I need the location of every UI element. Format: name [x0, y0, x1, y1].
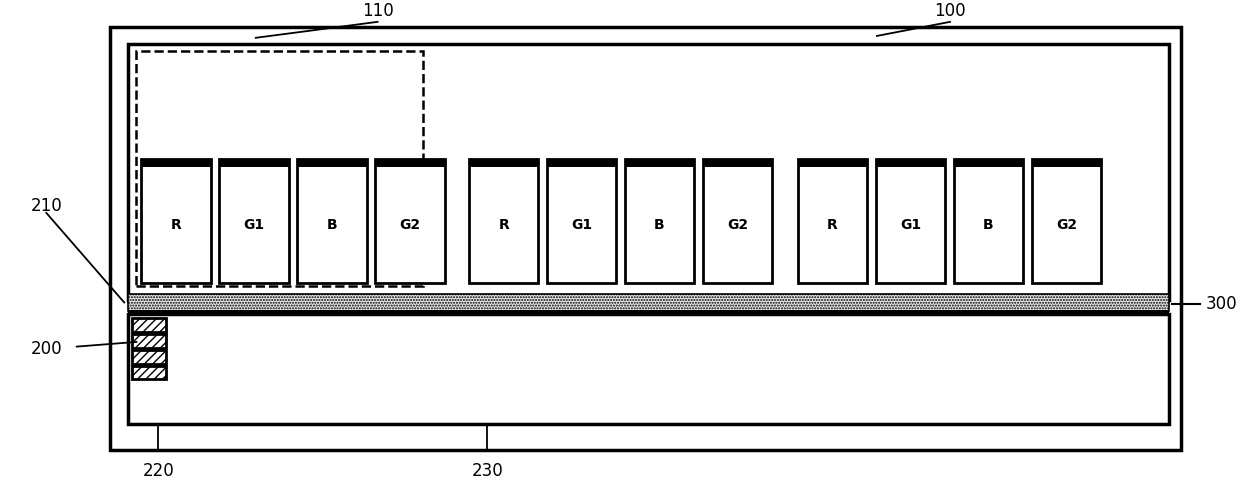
- Bar: [376, 159, 445, 283]
- Text: R: R: [498, 218, 508, 232]
- Bar: [298, 159, 367, 283]
- Bar: [109, 28, 1182, 450]
- Text: G2: G2: [1055, 218, 1076, 232]
- Bar: [625, 159, 694, 167]
- Bar: [469, 159, 538, 283]
- Bar: [141, 159, 211, 283]
- Bar: [109, 28, 1182, 450]
- Text: G1: G1: [572, 218, 593, 232]
- Bar: [128, 310, 1169, 315]
- Text: G2: G2: [727, 218, 748, 232]
- Bar: [141, 159, 211, 167]
- Text: G1: G1: [900, 218, 921, 232]
- Bar: [703, 159, 773, 167]
- Bar: [875, 159, 945, 167]
- Text: B: B: [983, 218, 993, 232]
- Bar: [298, 159, 367, 167]
- Bar: [954, 159, 1023, 283]
- Bar: [1032, 159, 1101, 167]
- Bar: [469, 159, 538, 167]
- Text: 100: 100: [934, 2, 966, 20]
- Text: 220: 220: [143, 462, 174, 480]
- Bar: [547, 159, 616, 167]
- Bar: [136, 51, 423, 285]
- Bar: [797, 159, 867, 167]
- Bar: [1032, 159, 1101, 283]
- Text: 200: 200: [31, 340, 62, 358]
- Bar: [131, 350, 166, 364]
- Text: 110: 110: [362, 2, 393, 20]
- Bar: [131, 318, 166, 332]
- Text: 230: 230: [471, 462, 503, 480]
- Text: R: R: [171, 218, 181, 232]
- Bar: [625, 159, 694, 283]
- Text: B: B: [655, 218, 665, 232]
- Text: G2: G2: [399, 218, 420, 232]
- Bar: [219, 159, 289, 283]
- Bar: [547, 159, 616, 283]
- Bar: [797, 159, 867, 283]
- Bar: [703, 159, 773, 283]
- Text: R: R: [827, 218, 838, 232]
- Bar: [131, 334, 166, 348]
- Bar: [376, 159, 445, 167]
- Bar: [128, 294, 1169, 312]
- Bar: [219, 159, 289, 167]
- Bar: [128, 314, 1169, 424]
- Text: 210: 210: [31, 197, 62, 215]
- Bar: [875, 159, 945, 283]
- Bar: [954, 159, 1023, 167]
- Text: B: B: [326, 218, 337, 232]
- Text: G1: G1: [243, 218, 264, 232]
- Text: 300: 300: [1205, 296, 1238, 313]
- Bar: [128, 44, 1169, 299]
- Bar: [131, 366, 166, 380]
